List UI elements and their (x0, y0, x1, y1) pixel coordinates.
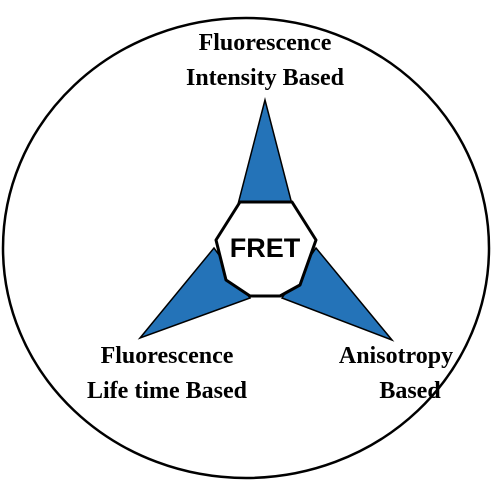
node-label: Life time Based (87, 378, 248, 404)
node-label: Intensity Based (186, 65, 345, 91)
node-label: Based (379, 378, 441, 404)
node-label: Fluorescence (199, 30, 332, 56)
center-node (214, 200, 318, 298)
center-label: FRET (230, 233, 301, 263)
node-label: Anisotropy (339, 343, 453, 369)
node-label: Fluorescence (101, 343, 234, 369)
